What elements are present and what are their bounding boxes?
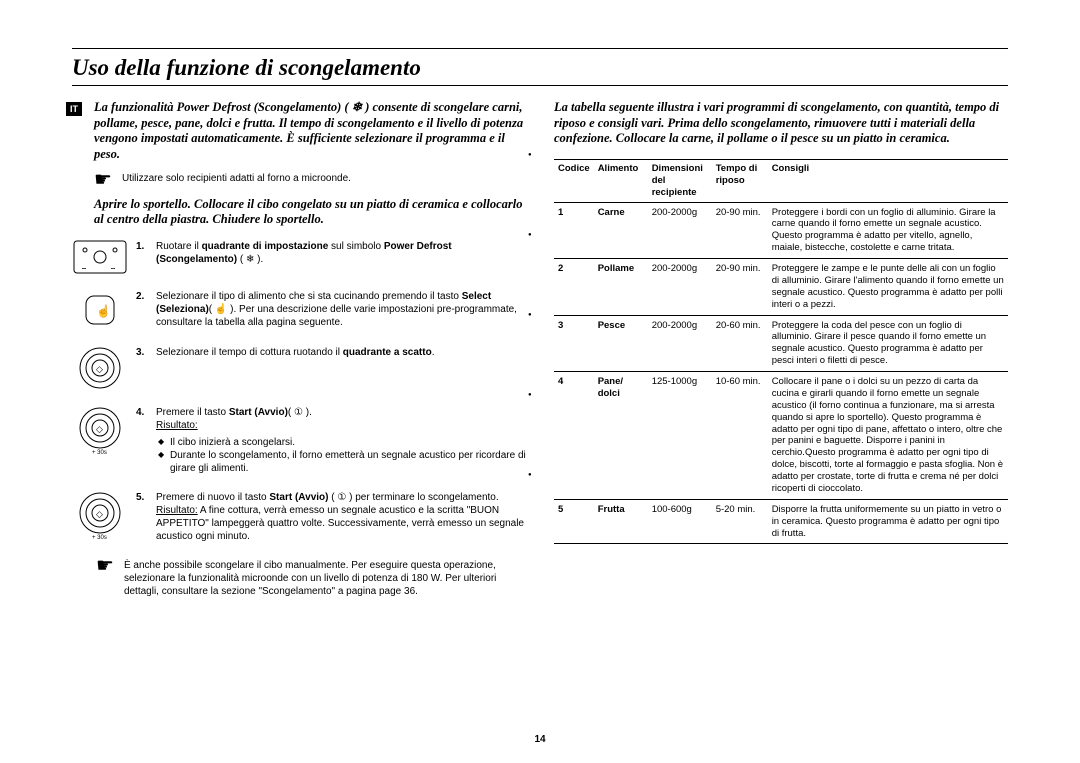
right-column: La tabella seguente illustra i vari prog… xyxy=(554,100,1008,598)
cell-dimensioni: 200-2000g xyxy=(648,259,712,316)
step-4: ◇ + 30s 4. Premere il tasto Start (Avvio… xyxy=(72,406,526,475)
step-number: 3. xyxy=(136,346,150,390)
th-codice: Codice xyxy=(554,159,594,202)
cell-codice: 2 xyxy=(554,259,594,316)
svg-text:◇: ◇ xyxy=(96,509,103,519)
step-text: Ruotare il quadrante di impostazione sul… xyxy=(156,240,526,274)
cell-consigli: Proteggere le zampe e le punte delle ali… xyxy=(768,259,1008,316)
page-title: Uso della funzione di scongelamento xyxy=(72,55,1008,83)
svg-text:☝: ☝ xyxy=(96,303,111,318)
table-row: 3Pesce200-2000g20-60 min.Proteggere la c… xyxy=(554,315,1008,372)
table-row: 2Pollame200-2000g20-90 min.Proteggere le… xyxy=(554,259,1008,316)
start-dial-icon: ◇ + 30s xyxy=(72,406,128,475)
microwave-note: ☛ Utilizzare solo recipienti adatti al f… xyxy=(94,173,526,187)
cell-consigli: Collocare il pane o i dolci su un pezzo … xyxy=(768,372,1008,500)
table-row: 1Carne200-2000g20-90 min.Proteggere i bo… xyxy=(554,202,1008,259)
cell-consigli: Proteggere la coda del pesce con un fogl… xyxy=(768,315,1008,372)
svg-text:◇: ◇ xyxy=(96,364,103,374)
cell-consigli: Disporre la frutta uniformemente su un p… xyxy=(768,499,1008,544)
svg-text:◇: ◇ xyxy=(96,424,103,434)
cell-tempo: 20-90 min. xyxy=(712,202,768,259)
cell-consigli: Proteggere i bordi con un foglio di allu… xyxy=(768,202,1008,259)
left-intro-2: Aprire lo sportello. Collocare il cibo c… xyxy=(94,197,526,228)
step-4-results: Il cibo inizierà a scongelarsi. Durante … xyxy=(156,436,526,475)
pointer-icon: ☛ xyxy=(96,559,114,573)
start-dial-icon: ◇ + 30s xyxy=(72,491,128,543)
cell-codice: 3 xyxy=(554,315,594,372)
step-number: 5. xyxy=(136,491,150,543)
th-consigli: Consigli xyxy=(768,159,1008,202)
cell-dimensioni: 100-600g xyxy=(648,499,712,544)
manual-defrost-note: ☛ È anche possibile scongelare il cibo m… xyxy=(96,559,526,598)
step-text: Selezionare il tempo di cottura ruotando… xyxy=(156,346,526,390)
manual-defrost-text: È anche possibile scongelare il cibo man… xyxy=(124,559,526,598)
cell-codice: 1 xyxy=(554,202,594,259)
select-button-icon: ☝ xyxy=(72,290,128,330)
step-number: 4. xyxy=(136,406,150,475)
cell-dimensioni: 200-2000g xyxy=(648,202,712,259)
step-3: ◇ 3. Selezionare il tempo di cottura ruo… xyxy=(72,346,526,390)
column-separator-dots: ●●●●● xyxy=(528,115,532,515)
left-column: IT La funzionalità Power Defrost (Sconge… xyxy=(72,100,526,598)
step-text: Selezionare il tipo di alimento che si s… xyxy=(156,290,526,330)
defrost-table: Codice Alimento Dimensioni del recipient… xyxy=(554,159,1008,545)
step-text: Premere di nuovo il tasto Start (Avvio) … xyxy=(156,491,526,543)
svg-text:+ 30s: + 30s xyxy=(92,535,107,541)
cell-alimento: Pane/ dolci xyxy=(594,372,648,500)
cell-dimensioni: 200-2000g xyxy=(648,315,712,372)
svg-text:⎓: ⎓ xyxy=(111,266,115,272)
right-intro: La tabella seguente illustra i vari prog… xyxy=(554,100,1008,147)
cell-tempo: 10-60 min. xyxy=(712,372,768,500)
title-underline xyxy=(72,85,1008,86)
step-number: 2. xyxy=(136,290,150,330)
step-5: ◇ + 30s 5. Premere di nuovo il tasto Sta… xyxy=(72,491,526,543)
table-row: 5Frutta100-600g5-20 min.Disporre la frut… xyxy=(554,499,1008,544)
table-row: 4Pane/ dolci125-1000g10-60 min.Collocare… xyxy=(554,372,1008,500)
cell-tempo: 20-60 min. xyxy=(712,315,768,372)
cell-alimento: Carne xyxy=(594,202,648,259)
cell-codice: 4 xyxy=(554,372,594,500)
svg-text:+ 30s: + 30s xyxy=(92,450,107,456)
step-1: ⎓ ⎓ 1. Ruotare il quadrante di impostazi… xyxy=(72,240,526,274)
step-text: Premere il tasto Start (Avvio)( ① ).Risu… xyxy=(156,406,526,475)
top-rule xyxy=(72,48,1008,49)
cell-dimensioni: 125-1000g xyxy=(648,372,712,500)
microwave-note-text: Utilizzare solo recipienti adatti al for… xyxy=(122,173,351,184)
step-2: ☝ 2. Selezionare il tipo di alimento che… xyxy=(72,290,526,330)
cell-alimento: Pollame xyxy=(594,259,648,316)
language-tag: IT xyxy=(66,102,82,116)
step-number: 1. xyxy=(136,240,150,274)
page-number: 14 xyxy=(0,734,1080,745)
cell-tempo: 20-90 min. xyxy=(712,259,768,316)
control-panel-icon: ⎓ ⎓ xyxy=(72,240,128,274)
two-column-layout: IT La funzionalità Power Defrost (Sconge… xyxy=(72,100,1008,598)
pointer-icon: ☛ xyxy=(94,173,112,187)
cell-tempo: 5-20 min. xyxy=(712,499,768,544)
th-dimensioni: Dimensioni del recipiente xyxy=(648,159,712,202)
cell-alimento: Frutta xyxy=(594,499,648,544)
left-intro: La funzionalità Power Defrost (Scongelam… xyxy=(94,100,526,163)
th-tempo: Tempo di riposo xyxy=(712,159,768,202)
svg-text:⎓: ⎓ xyxy=(82,266,86,272)
cell-codice: 5 xyxy=(554,499,594,544)
cell-alimento: Pesce xyxy=(594,315,648,372)
dial-icon: ◇ xyxy=(72,346,128,390)
th-alimento: Alimento xyxy=(594,159,648,202)
